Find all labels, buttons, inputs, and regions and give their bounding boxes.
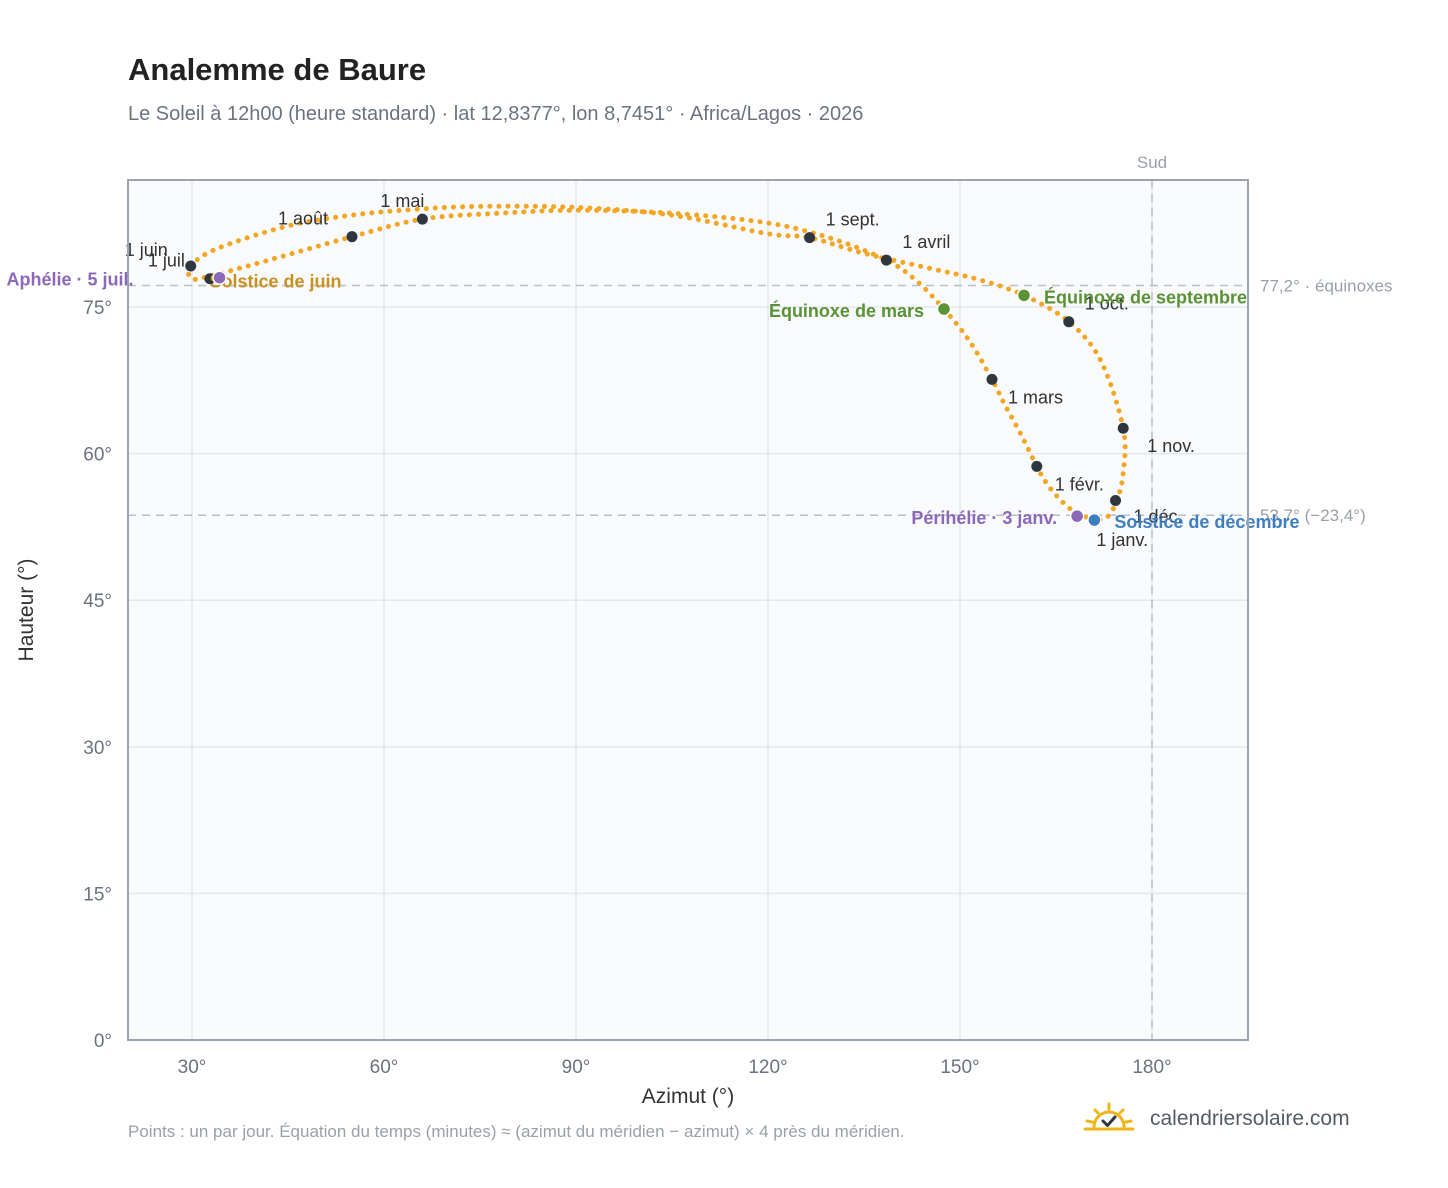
month-label: 1 août bbox=[278, 209, 328, 229]
axis-ticks: 30° 60° 90° 120° 150° 180° 0° 15° 30° 45° 60° 75° bbox=[83, 298, 1171, 1078]
month-label: 1 févr. bbox=[1055, 474, 1104, 494]
month-marker bbox=[804, 232, 816, 244]
month-label: 1 janv. bbox=[1096, 530, 1148, 550]
month-label: 1 mai bbox=[380, 191, 424, 211]
plot-frame bbox=[127, 179, 1249, 1041]
month-label: 1 déc. bbox=[1134, 507, 1183, 527]
month-label: 1 avril bbox=[902, 232, 950, 252]
chart-title: Analemme de Baure bbox=[128, 52, 427, 87]
x-tick-label: 120° bbox=[748, 1057, 787, 1078]
chart-subtitle: Le Soleil à 12h00 (heure standard) · lat… bbox=[128, 103, 864, 125]
y-tick-label: 0° bbox=[94, 1031, 112, 1052]
y-tick-label: 45° bbox=[83, 591, 112, 612]
event-marker bbox=[1087, 512, 1102, 528]
month-label: 1 juin bbox=[125, 240, 168, 260]
month-marker bbox=[986, 373, 998, 385]
event-label: Périhélie · 3 janv. bbox=[911, 508, 1057, 528]
brand-name: calendriersolaire.com bbox=[1150, 1107, 1350, 1130]
meridian-label: Sud bbox=[1137, 153, 1167, 172]
month-marker bbox=[416, 213, 428, 225]
y-axis-label: Hauteur (°) bbox=[15, 559, 38, 662]
brand[interactable]: calendriersolaire.com bbox=[1082, 1102, 1350, 1136]
event-label: Solstice de juin bbox=[210, 272, 342, 292]
plot-area bbox=[128, 180, 1248, 1040]
month-marker bbox=[1110, 495, 1122, 507]
month-marker bbox=[185, 260, 197, 272]
month-label: 1 mars bbox=[1008, 387, 1063, 407]
y-tick-label: 30° bbox=[83, 738, 112, 759]
reference-label: 53,7° (−23,4°) bbox=[1260, 506, 1366, 525]
month-label: 1 oct. bbox=[1085, 294, 1129, 314]
event-marker bbox=[1069, 508, 1085, 524]
x-axis-label: Azimut (°) bbox=[642, 1085, 734, 1108]
event-label: Aphélie · 5 juil. bbox=[6, 270, 133, 290]
month-label: 1 nov. bbox=[1147, 436, 1195, 456]
month-label: 1 juil. bbox=[148, 251, 190, 271]
sun-check-icon bbox=[1083, 1102, 1135, 1131]
month-label: 1 sept. bbox=[826, 210, 880, 230]
daily-path-line bbox=[185, 203, 1128, 523]
y-tick-label: 60° bbox=[83, 445, 112, 466]
footnote: Points : un par jour. Équation du temps … bbox=[128, 1122, 905, 1141]
event-markers: Équinoxe de mars Équinoxe de septembre Sol… bbox=[6, 270, 1299, 532]
reference-label: 77,2° · équinoxes bbox=[1260, 277, 1393, 296]
y-tick-label: 15° bbox=[83, 884, 112, 905]
month-marker bbox=[1031, 460, 1043, 472]
event-marker bbox=[936, 301, 952, 317]
event-marker bbox=[1016, 288, 1032, 303]
event-marker bbox=[212, 270, 227, 285]
month-marker bbox=[346, 231, 358, 243]
x-tick-label: 150° bbox=[940, 1057, 979, 1078]
event-label: Équinoxe de septembre bbox=[1044, 286, 1247, 307]
month-marker bbox=[1117, 422, 1129, 434]
event-label: Solstice de décembre bbox=[1114, 512, 1299, 532]
y-tick-label: 75° bbox=[83, 298, 112, 319]
month-marker bbox=[880, 254, 892, 266]
reference-lines: 77,2° · équinoxes 53,7° (−23,4°) Sud bbox=[128, 153, 1393, 1040]
event-label: Équinoxe de mars bbox=[769, 300, 924, 321]
daily-path bbox=[185, 203, 1128, 523]
x-tick-label: 30° bbox=[178, 1057, 207, 1078]
x-tick-label: 60° bbox=[370, 1057, 399, 1078]
x-tick-label: 90° bbox=[562, 1057, 591, 1078]
month-marker bbox=[1063, 316, 1075, 328]
x-tick-label: 180° bbox=[1132, 1057, 1171, 1078]
